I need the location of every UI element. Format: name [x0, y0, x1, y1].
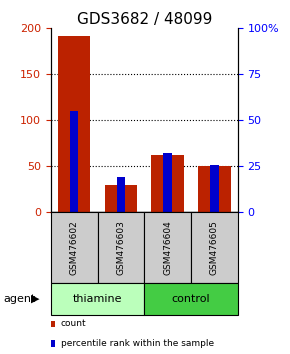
Text: thiamine: thiamine: [73, 294, 122, 304]
Text: ▶: ▶: [30, 294, 39, 304]
Text: GSM476605: GSM476605: [210, 220, 219, 275]
Bar: [198, 166, 231, 212]
Bar: [144, 283, 238, 315]
Bar: [51, 283, 144, 315]
Text: agent: agent: [3, 294, 35, 304]
Bar: [144, 212, 191, 283]
Bar: [104, 185, 137, 212]
Text: GSM476604: GSM476604: [163, 221, 172, 275]
Title: GDS3682 / 48099: GDS3682 / 48099: [77, 12, 212, 27]
Bar: [117, 177, 125, 212]
Text: GSM476603: GSM476603: [116, 220, 125, 275]
Bar: [58, 36, 90, 212]
Text: control: control: [172, 294, 210, 304]
Text: count: count: [61, 319, 86, 329]
Bar: [191, 212, 238, 283]
Bar: [70, 111, 78, 212]
Bar: [51, 212, 97, 283]
Bar: [97, 212, 144, 283]
Text: GSM476602: GSM476602: [70, 221, 79, 275]
Bar: [151, 155, 184, 212]
Bar: [164, 153, 172, 212]
Text: percentile rank within the sample: percentile rank within the sample: [61, 339, 214, 348]
Bar: [210, 165, 219, 212]
